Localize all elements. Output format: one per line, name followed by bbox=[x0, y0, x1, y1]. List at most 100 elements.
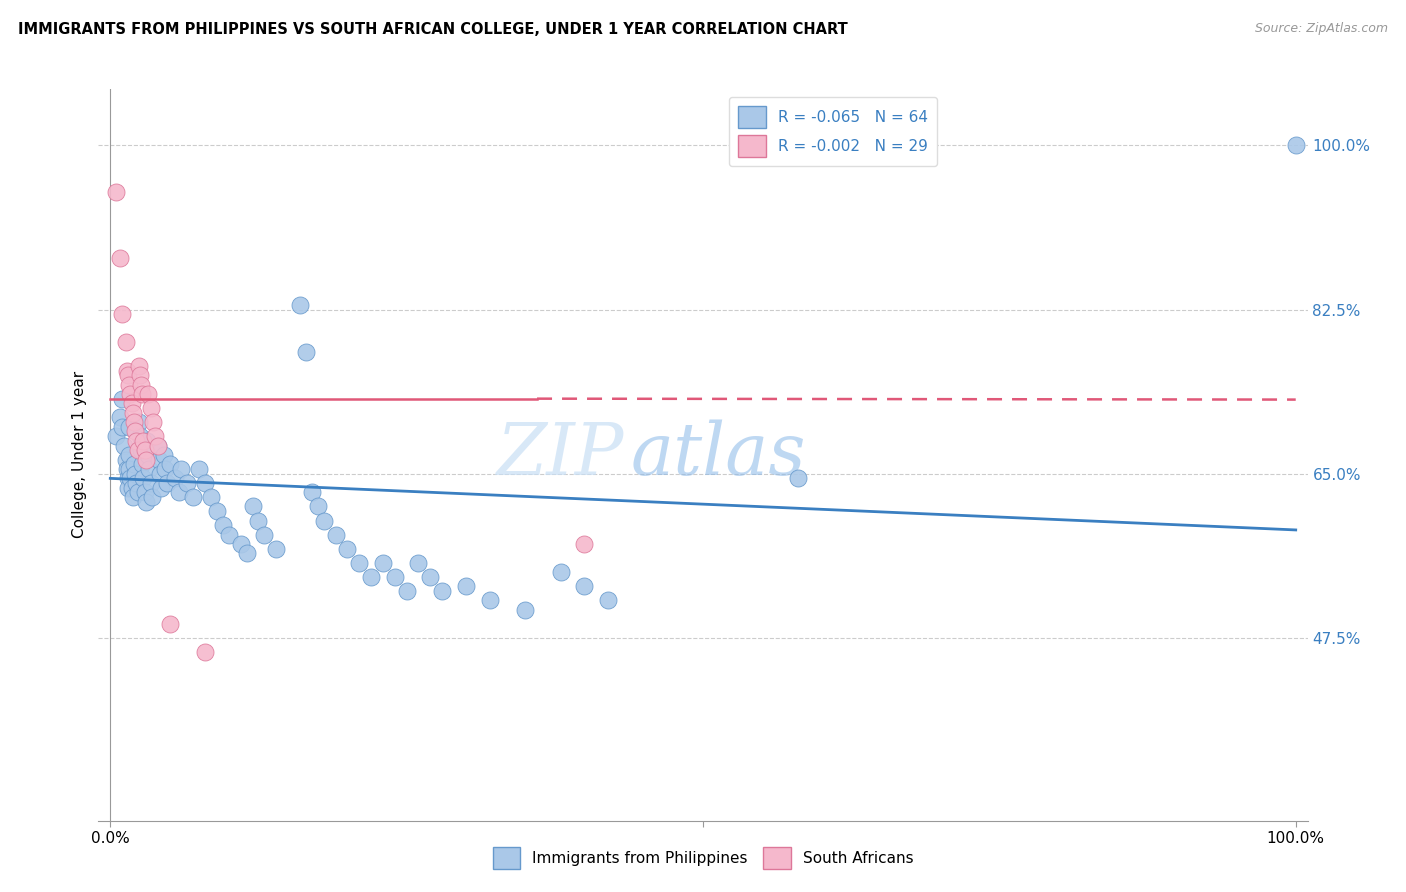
Point bbox=[176, 476, 198, 491]
Point bbox=[122, 458, 145, 472]
Point bbox=[131, 387, 153, 401]
Point bbox=[143, 429, 166, 443]
Point bbox=[159, 458, 181, 472]
Point bbox=[235, 546, 257, 560]
Point bbox=[141, 490, 163, 504]
Point bbox=[312, 514, 335, 528]
Point bbox=[136, 387, 159, 401]
Point bbox=[120, 387, 142, 401]
Y-axis label: College, Under 1 year: College, Under 1 year bbox=[72, 371, 87, 539]
Point bbox=[114, 335, 136, 350]
Point bbox=[108, 410, 131, 425]
Point bbox=[153, 462, 176, 476]
Point bbox=[288, 298, 311, 312]
Point bbox=[124, 425, 146, 439]
Point bbox=[786, 471, 808, 485]
Point bbox=[146, 438, 169, 452]
Point bbox=[139, 401, 162, 415]
Point bbox=[264, 541, 287, 556]
Point bbox=[149, 467, 172, 481]
Point bbox=[167, 485, 190, 500]
Point bbox=[117, 368, 139, 383]
Point bbox=[108, 251, 131, 265]
Point bbox=[194, 476, 217, 491]
Point bbox=[165, 471, 187, 485]
Point bbox=[598, 593, 620, 607]
Point bbox=[148, 452, 170, 467]
Point bbox=[132, 471, 155, 485]
Point bbox=[115, 462, 138, 476]
Point bbox=[122, 415, 145, 429]
Text: atlas: atlas bbox=[630, 419, 806, 491]
Point bbox=[115, 363, 138, 377]
Point bbox=[307, 500, 329, 514]
Text: ZIP: ZIP bbox=[498, 419, 624, 491]
Point bbox=[138, 462, 160, 476]
Point bbox=[118, 448, 141, 462]
Point bbox=[129, 368, 152, 383]
Point bbox=[194, 645, 217, 659]
Point bbox=[150, 481, 173, 495]
Point bbox=[121, 396, 143, 410]
Point bbox=[125, 476, 148, 491]
Point bbox=[136, 434, 159, 448]
Point bbox=[478, 593, 501, 607]
Point bbox=[135, 495, 157, 509]
Point bbox=[242, 500, 264, 514]
Point bbox=[118, 419, 141, 434]
Point bbox=[118, 462, 141, 476]
Point bbox=[127, 443, 149, 458]
Point bbox=[118, 377, 141, 392]
Point bbox=[395, 583, 418, 598]
Point bbox=[360, 570, 382, 584]
Point bbox=[125, 434, 148, 448]
Point bbox=[205, 504, 228, 518]
Point bbox=[419, 570, 441, 584]
Point bbox=[212, 518, 235, 533]
Point bbox=[247, 514, 270, 528]
Point bbox=[454, 579, 477, 593]
Point bbox=[1285, 138, 1308, 153]
Point bbox=[188, 462, 211, 476]
Point bbox=[129, 443, 152, 458]
Point bbox=[129, 377, 152, 392]
Point bbox=[111, 419, 134, 434]
Text: IMMIGRANTS FROM PHILIPPINES VS SOUTH AFRICAN COLLEGE, UNDER 1 YEAR CORRELATION C: IMMIGRANTS FROM PHILIPPINES VS SOUTH AFR… bbox=[18, 22, 848, 37]
Point bbox=[111, 307, 134, 321]
Point bbox=[134, 485, 156, 500]
Point bbox=[253, 527, 276, 541]
Legend: Immigrants from Philippines, South Africans: Immigrants from Philippines, South Afric… bbox=[486, 841, 920, 875]
Point bbox=[121, 406, 143, 420]
Point bbox=[128, 415, 150, 429]
Point bbox=[139, 476, 162, 491]
Point bbox=[111, 392, 134, 406]
Point bbox=[117, 481, 139, 495]
Point bbox=[134, 443, 156, 458]
Point bbox=[114, 438, 136, 452]
Point bbox=[432, 583, 454, 598]
Point bbox=[146, 438, 169, 452]
Point bbox=[105, 429, 128, 443]
Point bbox=[124, 467, 146, 481]
Point bbox=[515, 602, 537, 616]
Point bbox=[229, 537, 252, 551]
Point bbox=[105, 186, 128, 200]
Point bbox=[114, 452, 136, 467]
Point bbox=[301, 485, 323, 500]
Point bbox=[336, 541, 359, 556]
Point bbox=[156, 476, 179, 491]
Point bbox=[371, 556, 394, 570]
Point bbox=[117, 471, 139, 485]
Point bbox=[159, 616, 181, 631]
Point bbox=[550, 565, 572, 579]
Point bbox=[121, 481, 143, 495]
Point bbox=[127, 485, 149, 500]
Point bbox=[136, 448, 159, 462]
Point bbox=[129, 429, 152, 443]
Point bbox=[384, 570, 406, 584]
Point bbox=[574, 537, 596, 551]
Point bbox=[135, 452, 157, 467]
Point bbox=[128, 359, 150, 373]
Point bbox=[121, 490, 143, 504]
Point bbox=[347, 556, 370, 570]
